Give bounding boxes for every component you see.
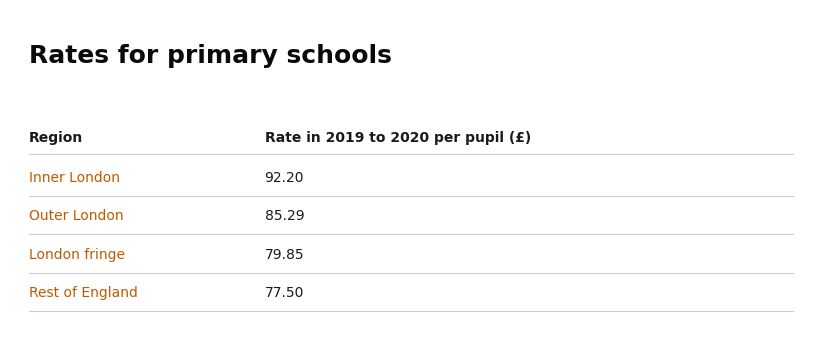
Text: Rest of England: Rest of England xyxy=(29,286,137,300)
Text: London fringe: London fringe xyxy=(29,248,125,262)
Text: Rate in 2019 to 2020 per pupil (£): Rate in 2019 to 2020 per pupil (£) xyxy=(265,131,531,145)
Text: 92.20: 92.20 xyxy=(265,171,304,185)
Text: Region: Region xyxy=(29,131,83,145)
Text: 85.29: 85.29 xyxy=(265,209,304,223)
Text: Inner London: Inner London xyxy=(29,171,119,185)
Text: 77.50: 77.50 xyxy=(265,286,304,300)
Text: Rates for primary schools: Rates for primary schools xyxy=(29,44,391,68)
Text: Outer London: Outer London xyxy=(29,209,123,223)
Text: 79.85: 79.85 xyxy=(265,248,304,262)
